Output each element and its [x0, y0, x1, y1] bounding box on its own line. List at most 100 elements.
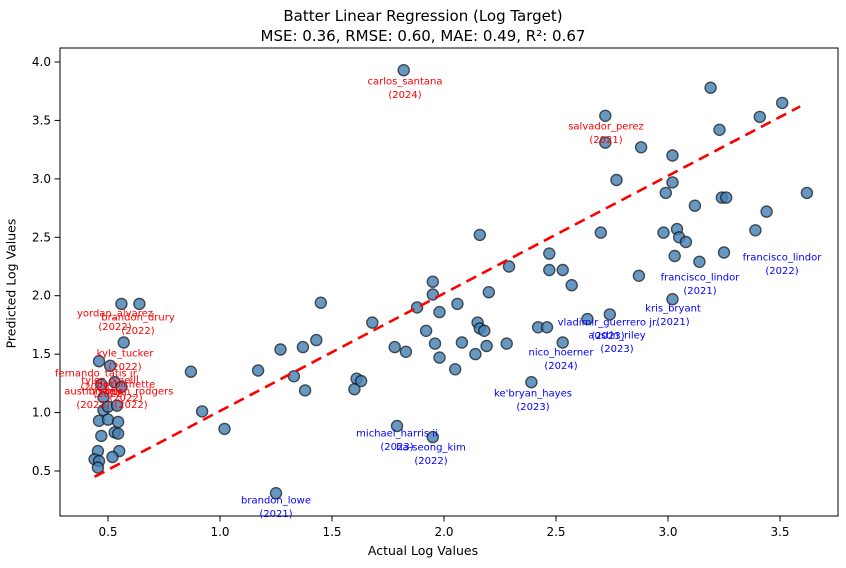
scatter-point: [433, 351, 446, 364]
y-tick-label: 1.0: [32, 406, 51, 420]
chart-title-block: Batter Linear Regression (Log Target) MS…: [0, 6, 846, 46]
scatter-point: [668, 249, 681, 263]
player-annotation: austin_riley (2022): [64, 387, 122, 412]
scatter-point: [133, 297, 146, 311]
scatter-point: [388, 340, 401, 354]
scatter-point: [565, 279, 578, 292]
annotation-year: (2023): [591, 331, 624, 342]
y-tick-label: 0.5: [32, 464, 51, 478]
x-tick-label: 2.0: [434, 525, 453, 539]
scatter-point: [776, 96, 789, 110]
scatter-point: [117, 336, 130, 349]
y-tick-label: 2.5: [32, 230, 51, 244]
player-annotation: brandon_drury(2022): [101, 313, 175, 338]
y-tick-label: 3.5: [32, 113, 51, 127]
scatter-point: [659, 186, 672, 200]
scatter-point: [101, 413, 115, 426]
scatter-point: [556, 263, 569, 277]
x-tick-label: 3.5: [770, 525, 789, 539]
scatter-point: [753, 110, 766, 124]
scatter-point: [480, 339, 493, 353]
scatter-point: [111, 427, 125, 440]
scatter-point: [433, 305, 446, 319]
chart-subtitle: MSE: 0.36, RMSE: 0.60, MAE: 0.49, R²: 0.…: [260, 27, 586, 45]
scatter-point: [111, 415, 125, 429]
y-tick-label: 3.0: [32, 172, 51, 186]
annotation-name: kyle_tucker: [97, 349, 155, 360]
player-annotation: bo_bichette (2022): [97, 380, 156, 405]
scatter-point: [632, 269, 646, 282]
annotation-name: salvador_perez: [568, 122, 644, 133]
player-annotation: michael_harris ii (2023): [356, 429, 438, 454]
annotation-name: michael_harris ii: [356, 429, 438, 440]
scatter-point: [599, 109, 612, 123]
annotation-name: nico_hoerner: [529, 348, 595, 359]
scatter-point: [693, 255, 706, 268]
scatter-point: [269, 487, 283, 500]
annotation-name: austin_riley: [588, 331, 646, 342]
scatter-point: [314, 296, 327, 309]
x-tick-label: 0.5: [98, 525, 117, 539]
y-tick-label: 4.0: [32, 55, 51, 69]
player-annotation: ke'bryan_hayes (2023): [494, 389, 572, 414]
player-annotation: vladimir_guerrero jr. (2023): [558, 318, 659, 343]
annotation-year: (2024): [544, 361, 577, 372]
scatter-point: [115, 297, 128, 311]
scatter-point: [469, 347, 482, 361]
annotation-year: (2024): [388, 90, 421, 101]
scatter-point: [95, 429, 108, 443]
scatter-point: [92, 355, 106, 368]
scatter-point: [478, 324, 491, 337]
scatter-point: [556, 336, 569, 349]
player-annotation: salvador_perez (2021): [568, 122, 644, 147]
x-tick-label: 3.0: [658, 525, 677, 539]
annotation-year: (2021): [259, 509, 292, 520]
annotation-name: bo_bichette: [97, 380, 156, 391]
player-annotation: ha-seong_kim (2022): [396, 443, 466, 468]
scatter-point: [103, 359, 117, 372]
scatter-point: [543, 263, 556, 277]
scatter-point: [581, 312, 594, 326]
scatter-point: [525, 376, 538, 389]
x-axis-label: Actual Log Values: [367, 543, 479, 558]
scatter-point: [426, 430, 439, 444]
scatter-point: [451, 297, 464, 311]
x-tick-label: 1.5: [322, 525, 341, 539]
scatter-point: [428, 337, 442, 350]
scatter-point: [713, 123, 726, 137]
scatter-point: [679, 235, 693, 249]
scatter-point: [296, 340, 310, 354]
scatter-point: [603, 308, 616, 321]
annotation-year: (2022): [765, 266, 798, 277]
scatter-point: [366, 316, 379, 329]
scatter-point: [426, 275, 439, 288]
player-annotation: tyler_o'neill (2022): [81, 376, 139, 401]
scatter-point: [110, 399, 124, 412]
player-annotation: kris_bryant (2021): [645, 304, 701, 329]
annotation-name: carlos_santana: [367, 77, 442, 88]
scatter-point: [251, 364, 265, 377]
scatter-point: [287, 370, 301, 383]
annotation-name: tyler_o'neill: [81, 376, 139, 387]
regression-line: [93, 105, 801, 478]
player-annotation: nico_hoerner (2024): [529, 348, 595, 373]
scatter-point: [594, 226, 607, 239]
x-tick-label: 1.0: [210, 525, 229, 539]
plot-border: [59, 47, 839, 517]
x-tick-label: 2.5: [546, 525, 565, 539]
scatter-point: [704, 81, 717, 94]
player-annotation: kyle_tucker (2022): [97, 349, 155, 374]
annotation-name: francisco_lindor: [743, 253, 823, 264]
y-axis-label: Predicted Log Values: [3, 218, 19, 349]
player-annotation: brandon_lowe (2021): [241, 496, 311, 521]
y-tick-label: 2.0: [32, 289, 51, 303]
annotation-name: brandon_drury: [101, 313, 175, 324]
scatter-point: [657, 226, 670, 239]
scatter-point: [419, 324, 433, 337]
scatter-point: [599, 136, 612, 149]
scatter-point: [760, 205, 773, 218]
scatter-point: [610, 173, 623, 187]
annotation-year: (2022): [114, 400, 147, 411]
